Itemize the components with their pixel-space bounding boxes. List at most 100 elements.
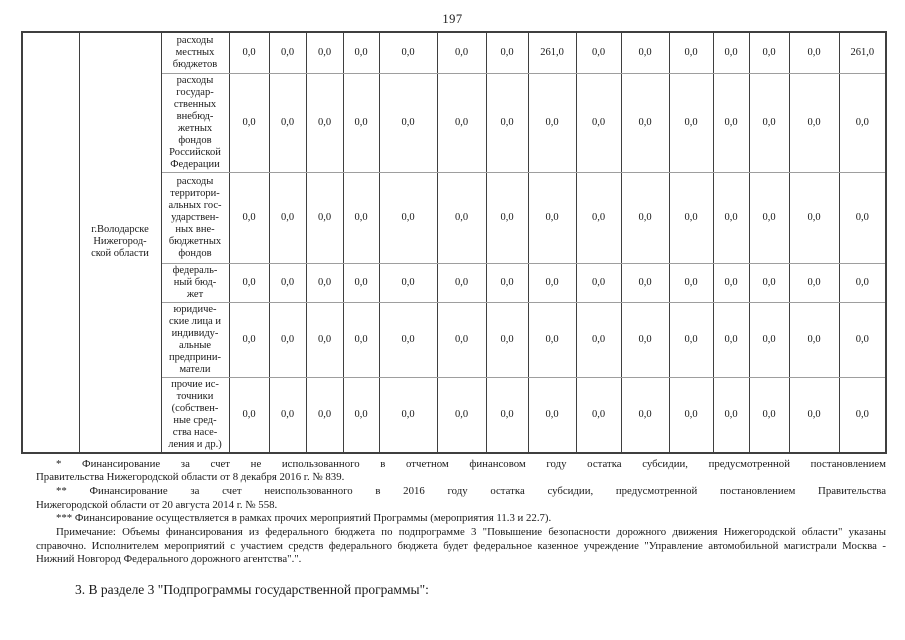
value-cell: 0,0 (748, 31, 790, 74)
value-cell: 0,0 (575, 301, 622, 378)
value-cell: 0,0 (305, 376, 344, 453)
table-row: федераль- ный бюд- жет 0,0 0,0 0,0 0,0 0,0 0,0… (22, 262, 887, 303)
row-label-cell: юридиче- ские лица и индивиду- альные пр… (160, 301, 230, 378)
value-cell: 0,0 (268, 262, 307, 303)
value-cell: 0,0 (268, 301, 307, 378)
value-cell: 0,0 (436, 31, 487, 74)
value-cell: 0,0 (342, 262, 380, 303)
value-cell: 0,0 (305, 262, 344, 303)
value-cell: 0,0 (668, 262, 714, 303)
value-cell: 0,0 (485, 31, 529, 74)
table-row: юридиче- ские лица и индивиду- альные пр… (22, 301, 887, 378)
value-cell: 0,0 (485, 171, 529, 264)
value-cell: 0,0 (788, 262, 840, 303)
value-cell: 0,0 (527, 376, 577, 453)
value-cell: 0,0 (575, 171, 622, 264)
value-cell: 0,0 (378, 262, 438, 303)
footnote-line: Примечание: Объемы финансирования из фед… (56, 526, 886, 539)
value-cell: 0,0 (342, 31, 380, 74)
table-row: расходы территори- альных гос- ударствен… (22, 171, 887, 264)
row-label-cell: расходы территори- альных гос- ударствен… (160, 171, 230, 264)
value-cell: 261,0 (838, 31, 887, 74)
value-cell: 0,0 (485, 72, 529, 173)
footnote-line: * Финансирование за счет не использованн… (56, 457, 886, 470)
footnote-line: *** Финансирование осуществляется в рамк… (56, 512, 552, 525)
value-cell: 0,0 (342, 72, 380, 173)
value-cell: 0,0 (620, 262, 670, 303)
value-cell: 0,0 (575, 31, 622, 74)
footnote-line: справочно. Исполнителем мероприятий с уч… (36, 539, 886, 552)
value-cell: 0,0 (228, 262, 270, 303)
value-cell: 0,0 (838, 262, 887, 303)
value-cell: 0,0 (838, 72, 887, 173)
value-cell: 0,0 (342, 301, 380, 378)
value-cell: 0,0 (436, 262, 487, 303)
value-cell: 0,0 (712, 262, 750, 303)
value-cell: 0,0 (378, 376, 438, 453)
footnote-line: ** Финансирование за счет неиспользованн… (56, 484, 886, 497)
value-cell: 0,0 (620, 72, 670, 173)
region-cell: г.Володарске Нижегород- ской области (78, 31, 162, 453)
value-cell: 0,0 (527, 262, 577, 303)
value-cell: 0,0 (575, 72, 622, 173)
value-cell: 0,0 (485, 376, 529, 453)
value-cell: 0,0 (436, 376, 487, 453)
value-cell: 0,0 (620, 301, 670, 378)
value-cell: 0,0 (712, 376, 750, 453)
value-cell: 0,0 (712, 171, 750, 264)
value-cell: 0,0 (748, 72, 790, 173)
value-cell: 0,0 (788, 376, 840, 453)
value-cell: 0,0 (268, 376, 307, 453)
page-number: 197 (442, 12, 463, 26)
value-cell: 0,0 (436, 301, 487, 378)
value-cell: 0,0 (228, 72, 270, 173)
value-cell: 0,0 (748, 262, 790, 303)
value-cell: 0,0 (788, 301, 840, 378)
value-cell: 0,0 (378, 301, 438, 378)
value-cell: 0,0 (527, 301, 577, 378)
value-cell: 0,0 (712, 301, 750, 378)
row-label-cell: прочие ис- точники (собствен- ные сред- … (160, 376, 230, 453)
value-cell: 0,0 (668, 72, 714, 173)
value-cell: 0,0 (575, 376, 622, 453)
value-cell: 0,0 (305, 72, 344, 173)
value-cell: 0,0 (342, 171, 380, 264)
row-label-cell: федераль- ный бюд- жет (160, 262, 230, 303)
value-cell: 0,0 (748, 301, 790, 378)
value-cell: 0,0 (378, 72, 438, 173)
value-cell: 0,0 (668, 171, 714, 264)
value-cell: 0,0 (268, 31, 307, 74)
spacer-cell (21, 31, 80, 453)
value-cell: 0,0 (838, 376, 887, 453)
value-cell: 0,0 (748, 376, 790, 453)
value-cell: 0,0 (527, 171, 577, 264)
value-cell: 0,0 (620, 171, 670, 264)
value-cell: 0,0 (620, 31, 670, 74)
value-cell: 261,0 (527, 31, 577, 74)
value-cell: 0,0 (305, 171, 344, 264)
value-cell: 0,0 (485, 301, 529, 378)
value-cell: 0,0 (788, 171, 840, 264)
value-cell: 0,0 (788, 31, 840, 74)
value-cell: 0,0 (788, 72, 840, 173)
value-cell: 0,0 (378, 31, 438, 74)
value-cell: 0,0 (748, 171, 790, 264)
value-cell: 0,0 (712, 72, 750, 173)
value-cell: 0,0 (228, 376, 270, 453)
value-cell: 0,0 (712, 31, 750, 74)
value-cell: 0,0 (378, 171, 438, 264)
value-cell: 0,0 (342, 376, 380, 453)
value-cell: 0,0 (228, 301, 270, 378)
value-cell: 0,0 (268, 72, 307, 173)
footnote-line: Нижний Новгород Федерального дорожного а… (36, 553, 302, 566)
row-label-cell: расходы местных бюджетов (160, 31, 230, 74)
value-cell: 0,0 (436, 72, 487, 173)
value-cell: 0,0 (485, 262, 529, 303)
value-cell: 0,0 (527, 72, 577, 173)
value-cell: 0,0 (228, 171, 270, 264)
value-cell: 0,0 (668, 31, 714, 74)
value-cell: 0,0 (305, 301, 344, 378)
value-cell: 0,0 (228, 31, 270, 74)
footnote-line: Нижегородской области от 20 августа 2014… (36, 498, 278, 511)
